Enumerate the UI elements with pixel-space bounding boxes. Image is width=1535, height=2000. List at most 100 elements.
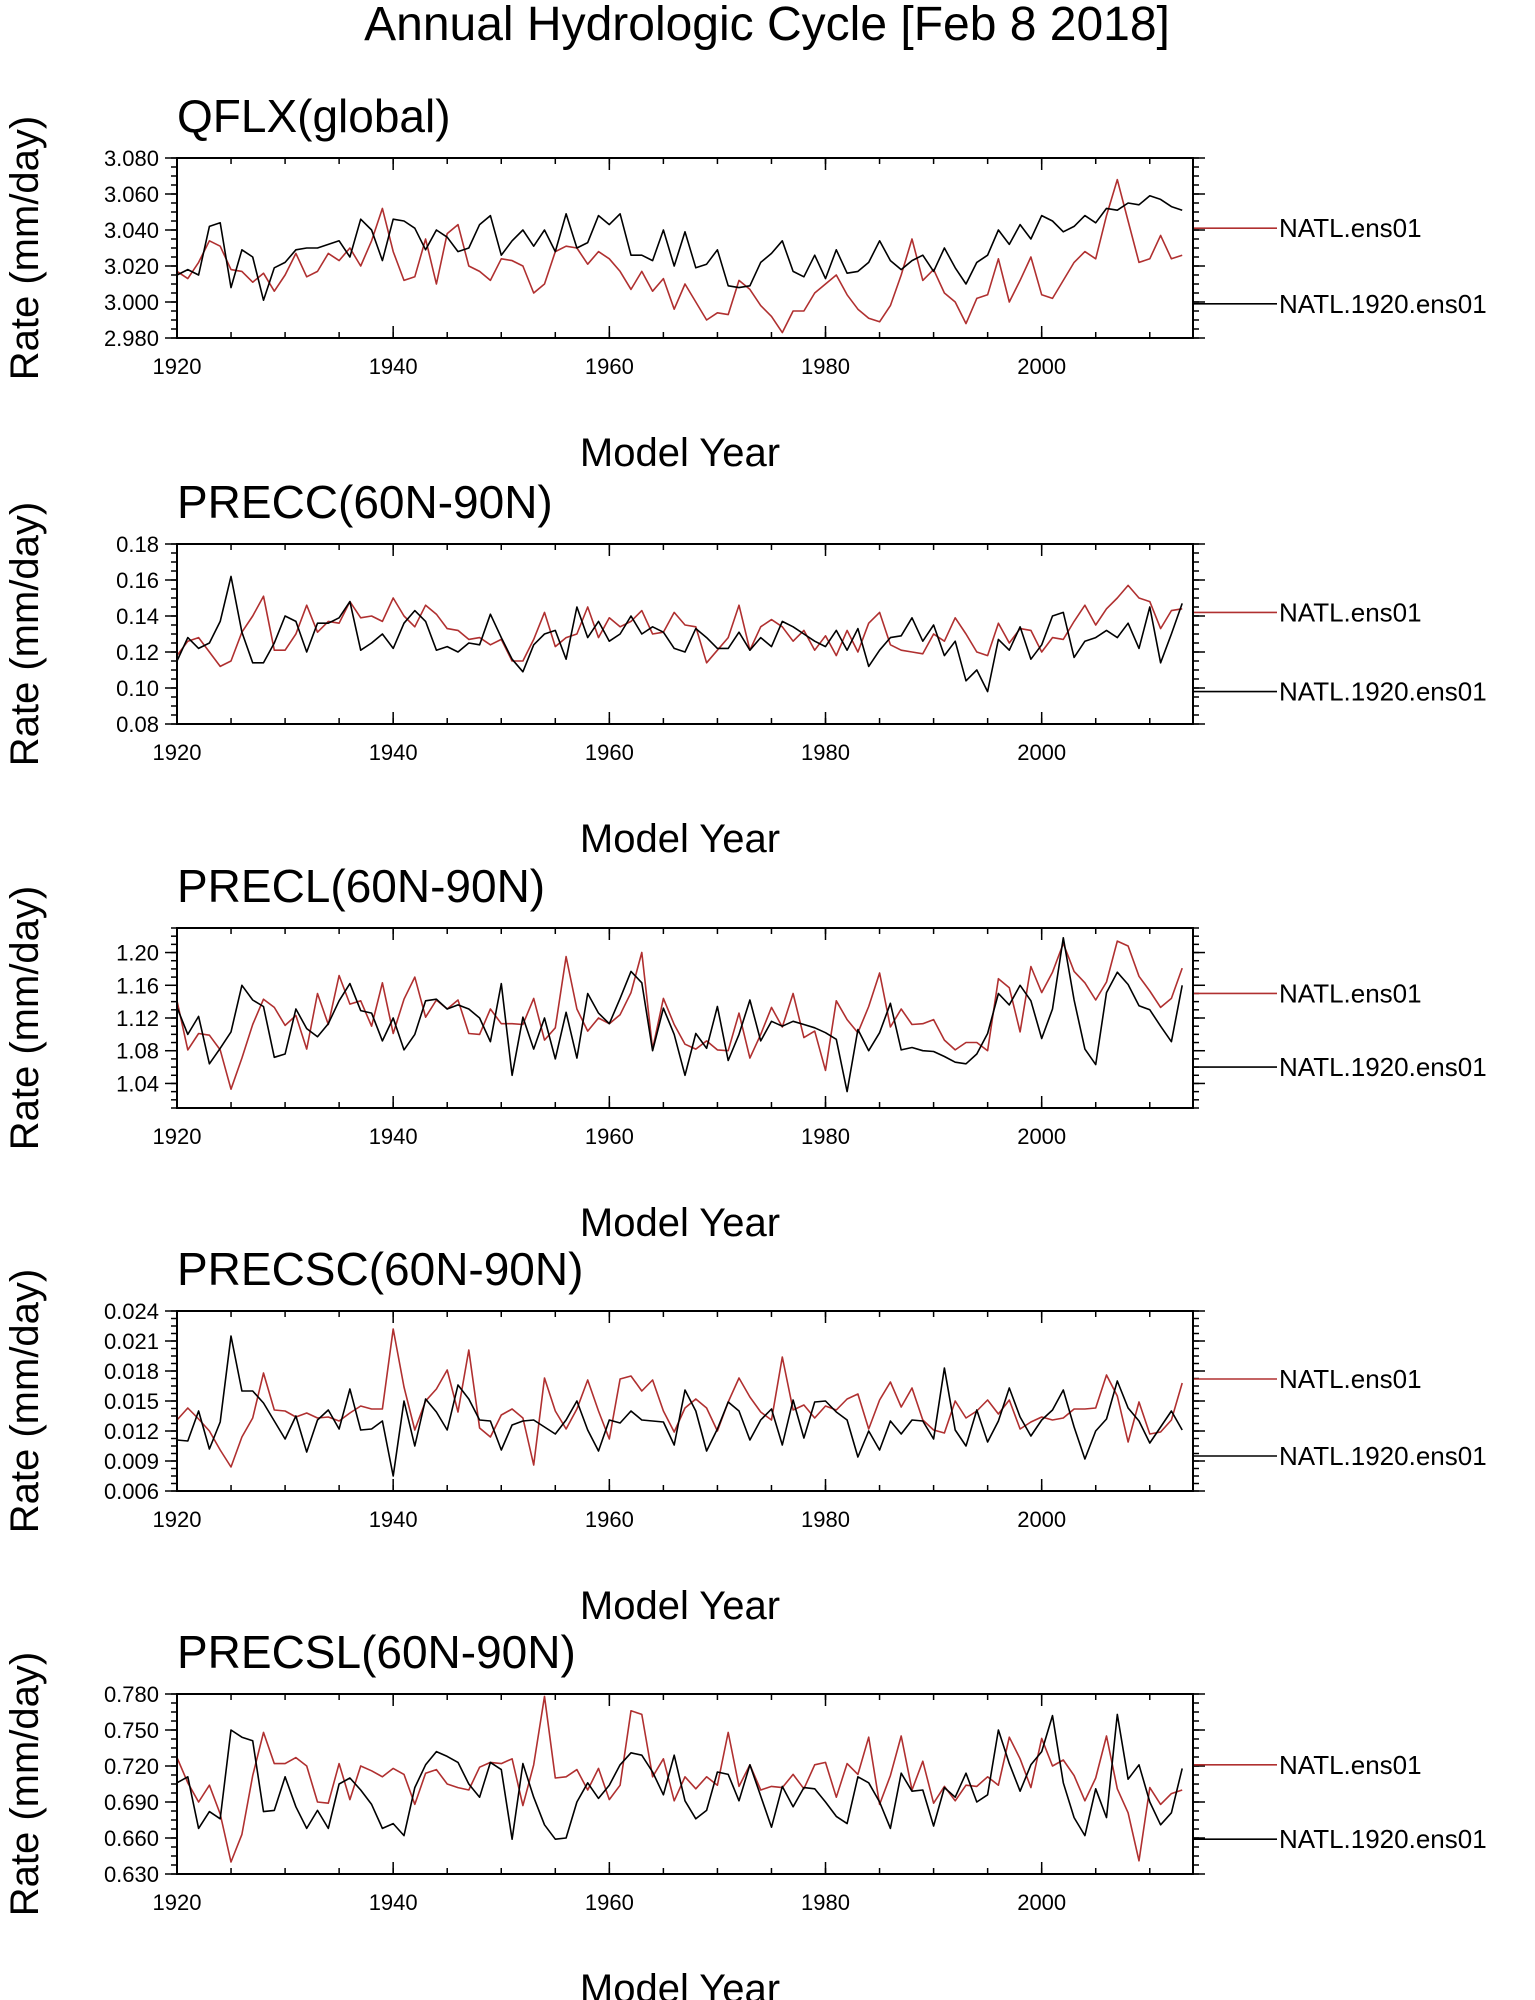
x-tick-label: 1920	[153, 1890, 202, 1915]
y-tick-label: 0.021	[104, 1329, 159, 1354]
plot-frame	[176, 927, 1194, 1109]
page-title: Annual Hydrologic Cycle [Feb 8 2018]	[364, 0, 1170, 51]
panel-title: PRECSL(60N-90N)	[177, 1626, 576, 1678]
legend-label: NATL.1920.ens01	[1279, 1824, 1487, 1854]
x-axis-label: Model Year	[580, 1201, 780, 1245]
y-tick-label: 0.18	[116, 532, 159, 557]
y-tick-label: 0.660	[104, 1826, 159, 1851]
x-tick-label: 2000	[1017, 354, 1066, 379]
chart-panel-1: QFLX(global) Rate (mm/day) Model Year 1920 1…	[3, 90, 1487, 475]
y-tick-label: 0.16	[116, 568, 159, 593]
y-tick-label: 3.000	[104, 290, 159, 315]
y-axis-label: Rate (mm/day)	[3, 1269, 47, 1534]
series-line-natl-ens01	[176, 1328, 1183, 1468]
x-tick-label: 1980	[801, 1507, 850, 1532]
legend-label: NATL.ens01	[1279, 597, 1422, 627]
y-tick-label: 3.020	[104, 254, 159, 279]
plot-frame	[176, 1310, 1194, 1492]
legend-label: NATL.1920.ens01	[1279, 1052, 1487, 1082]
y-tick-label: 0.015	[104, 1389, 159, 1414]
x-tick-label: 1960	[585, 1890, 634, 1915]
x-tick-label: 1940	[369, 1124, 418, 1149]
panel-title: PRECL(60N-90N)	[177, 860, 545, 912]
series-line-natl-ens01	[176, 178, 1183, 334]
y-tick-label: 3.080	[104, 146, 159, 171]
x-tick-label: 1980	[801, 740, 850, 765]
x-tick-label: 1960	[585, 1507, 634, 1532]
legend-label: NATL.1920.ens01	[1279, 289, 1487, 319]
x-axis-label: Model Year	[580, 1967, 780, 2000]
legend-label: NATL.ens01	[1279, 213, 1422, 243]
legend-label: NATL.ens01	[1279, 978, 1422, 1008]
x-tick-label: 2000	[1017, 1507, 1066, 1532]
y-tick-label: 0.630	[104, 1862, 159, 1887]
y-tick-label: 1.20	[116, 941, 159, 966]
y-tick-label: 0.780	[104, 1682, 159, 1707]
y-tick-label: 0.024	[104, 1299, 159, 1324]
legend-label: NATL.1920.ens01	[1279, 677, 1487, 707]
legend-label: NATL.ens01	[1279, 1364, 1422, 1394]
series-line-natl-1920-ens01	[176, 936, 1183, 1093]
chart-panel-3: PRECL(60N-90N) Rate (mm/day) Model Year 192…	[3, 860, 1487, 1245]
x-tick-label: 1960	[585, 354, 634, 379]
series-line-natl-1920-ens01	[176, 575, 1183, 693]
y-tick-label: 0.009	[104, 1449, 159, 1474]
x-tick-label: 2000	[1017, 1890, 1066, 1915]
y-tick-label: 1.16	[116, 973, 159, 998]
x-tick-label: 1960	[585, 1124, 634, 1149]
y-axis-label: Rate (mm/day)	[3, 116, 47, 381]
plot-frame	[176, 1693, 1194, 1875]
y-tick-label: 1.08	[116, 1039, 159, 1064]
panel-title: PRECC(60N-90N)	[177, 476, 553, 528]
plot-frame	[176, 543, 1194, 725]
y-tick-label: 0.720	[104, 1754, 159, 1779]
x-axis-label: Model Year	[580, 431, 780, 475]
y-axis-label: Rate (mm/day)	[3, 1652, 47, 1917]
y-tick-label: 0.006	[104, 1479, 159, 1504]
x-tick-label: 1980	[801, 1890, 850, 1915]
y-tick-label: 1.04	[116, 1071, 159, 1096]
y-axis-label: Rate (mm/day)	[3, 886, 47, 1151]
y-axis-label: Rate (mm/day)	[3, 502, 47, 767]
series-line-natl-1920-ens01	[176, 1713, 1183, 1840]
chart-panel-5: PRECSL(60N-90N) Rate (mm/day) Model Year 19…	[3, 1626, 1487, 2000]
y-tick-label: 0.750	[104, 1718, 159, 1743]
chart-panel-4: PRECSC(60N-90N) Rate (mm/day) Model Year 19…	[3, 1243, 1487, 1628]
x-tick-label: 1980	[801, 1124, 850, 1149]
x-tick-label: 1940	[369, 1890, 418, 1915]
x-tick-label: 1940	[369, 740, 418, 765]
y-tick-label: 0.12	[116, 640, 159, 665]
panel-title: QFLX(global)	[177, 90, 451, 142]
y-tick-label: 3.040	[104, 218, 159, 243]
series-line-natl-1920-ens01	[176, 195, 1183, 302]
x-tick-label: 1940	[369, 354, 418, 379]
series-line-natl-1920-ens01	[176, 1335, 1183, 1477]
y-tick-label: 0.08	[116, 712, 159, 737]
x-tick-label: 2000	[1017, 1124, 1066, 1149]
x-axis-label: Model Year	[580, 817, 780, 861]
series-line-natl-ens01	[176, 584, 1183, 668]
y-tick-label: 0.10	[116, 676, 159, 701]
y-tick-label: 0.018	[104, 1359, 159, 1384]
x-tick-label: 1920	[153, 354, 202, 379]
x-axis-label: Model Year	[580, 1584, 780, 1628]
y-tick-label: 3.060	[104, 182, 159, 207]
y-tick-label: 0.012	[104, 1419, 159, 1444]
y-tick-label: 1.12	[116, 1006, 159, 1031]
y-tick-label: 2.980	[104, 326, 159, 351]
y-tick-label: 0.690	[104, 1790, 159, 1815]
legend-label: NATL.ens01	[1279, 1750, 1422, 1780]
plot-frame	[176, 157, 1194, 339]
panel-title: PRECSC(60N-90N)	[177, 1243, 583, 1295]
x-tick-label: 1960	[585, 740, 634, 765]
y-tick-label: 0.14	[116, 604, 159, 629]
chart-panel-2: PRECC(60N-90N) Rate (mm/day) Model Year 192…	[3, 476, 1487, 861]
x-tick-label: 1920	[153, 740, 202, 765]
x-tick-label: 2000	[1017, 740, 1066, 765]
legend-label: NATL.1920.ens01	[1279, 1441, 1487, 1471]
series-line-natl-ens01	[176, 940, 1183, 1090]
x-tick-label: 1940	[369, 1507, 418, 1532]
x-tick-label: 1920	[153, 1507, 202, 1532]
x-tick-label: 1980	[801, 354, 850, 379]
